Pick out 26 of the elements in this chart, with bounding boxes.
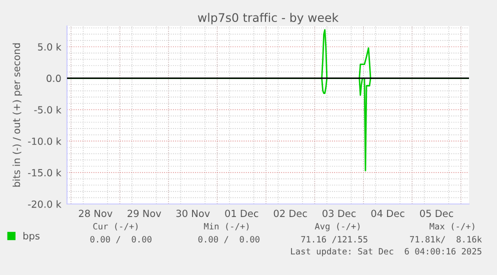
y-axis-title: bits in (-) / out (+) per second [12, 43, 22, 187]
text: Min (-/+) [204, 222, 249, 231]
y-tick-label: 0.0 [46, 74, 61, 82]
text: 71.81k/ 8.16k [410, 236, 482, 244]
text: 0.00 / 0.00 [198, 236, 260, 244]
y-tick-label: -5.0 k [34, 106, 62, 114]
x-tick-label: 29 Nov [128, 210, 162, 218]
x-tick-label: 01 Dec [225, 210, 258, 218]
x-tick-label: 30 Nov [176, 210, 210, 218]
y-tick-label: -20.0 k [28, 200, 62, 208]
y-tick-label: -10.0 k [28, 137, 62, 145]
text: Avg (-/+) [314, 222, 360, 232]
chart-title: wlp7s0 traffic - by week [198, 12, 339, 24]
x-tick-label: 02 Dec [274, 210, 307, 218]
text: Last update: Sat Dec 6 04:00:16 2025 [291, 248, 482, 256]
x-tick-label: 05 Dec [420, 210, 454, 218]
y-tick-label: 5.0 k [38, 43, 62, 51]
legend-label: bps [23, 232, 40, 242]
x-tick-label: 04 Dec [371, 210, 404, 218]
text: 0.00 / 0.00 [90, 236, 152, 244]
y-tick-label: -15.0 k [28, 168, 62, 176]
x-tick-label: 28 Nov [78, 210, 112, 218]
x-tick-label: 03 Dec [322, 210, 356, 218]
text: Max (-/+) [430, 222, 474, 231]
text: Cur (-/+) [93, 222, 138, 231]
text: 71.16 /121.55 [301, 236, 368, 244]
